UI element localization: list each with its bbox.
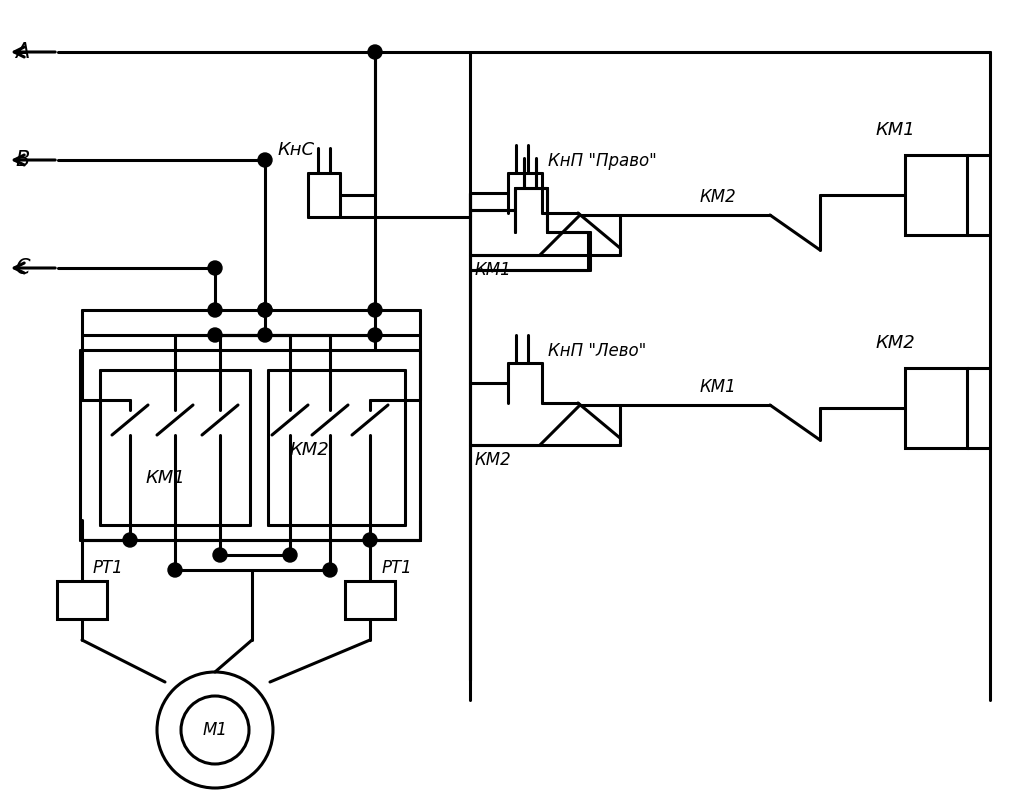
Bar — [905, 155, 967, 235]
Text: C: C — [15, 258, 30, 278]
Text: КнП "Лево": КнП "Лево" — [548, 342, 646, 360]
Text: КМ2: КМ2 — [874, 334, 914, 352]
Bar — [905, 368, 967, 448]
Circle shape — [258, 328, 272, 342]
Circle shape — [323, 563, 337, 577]
Circle shape — [213, 548, 227, 562]
Text: КМ2: КМ2 — [475, 451, 512, 469]
Circle shape — [368, 303, 382, 317]
Circle shape — [157, 672, 273, 788]
Text: КнП "Право": КнП "Право" — [548, 152, 656, 170]
Circle shape — [208, 261, 222, 275]
Text: РТ1: РТ1 — [382, 559, 413, 577]
Text: A: A — [15, 42, 30, 62]
Text: КМ1: КМ1 — [700, 378, 736, 396]
Circle shape — [181, 696, 249, 764]
Text: М1: М1 — [203, 721, 227, 739]
Text: КМ1: КМ1 — [475, 261, 512, 279]
Circle shape — [208, 303, 222, 317]
Text: КнС: КнС — [278, 141, 315, 159]
Circle shape — [208, 328, 222, 342]
Bar — [57, 581, 106, 619]
Circle shape — [258, 153, 272, 167]
Text: РТ1: РТ1 — [93, 559, 124, 577]
Circle shape — [168, 563, 182, 577]
Text: КМ1: КМ1 — [874, 121, 914, 139]
Circle shape — [258, 303, 272, 317]
Text: КМ2: КМ2 — [700, 188, 736, 206]
Text: B: B — [15, 150, 30, 170]
Text: КМ1: КМ1 — [145, 469, 184, 487]
Bar — [345, 581, 395, 619]
Circle shape — [368, 328, 382, 342]
Circle shape — [362, 533, 377, 547]
Text: КМ2: КМ2 — [290, 441, 330, 459]
Circle shape — [368, 45, 382, 59]
Circle shape — [283, 548, 297, 562]
Circle shape — [258, 303, 272, 317]
Circle shape — [123, 533, 137, 547]
